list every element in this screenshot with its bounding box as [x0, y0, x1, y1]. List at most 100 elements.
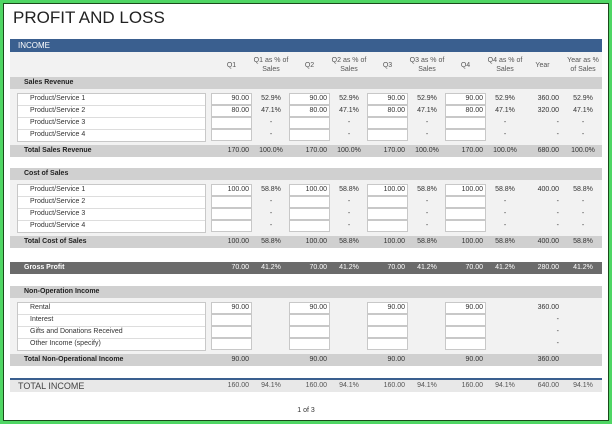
value-cell[interactable]: [367, 196, 408, 208]
value-cell[interactable]: 80.00: [231, 107, 249, 114]
value-cell[interactable]: [289, 314, 330, 326]
value-input[interactable]: [445, 208, 486, 220]
value-cell[interactable]: 100.00: [461, 186, 483, 193]
value-input[interactable]: [445, 117, 486, 129]
value-cell[interactable]: 90.00: [231, 304, 249, 311]
value-input[interactable]: [367, 208, 408, 220]
value-input[interactable]: [211, 314, 252, 326]
value-cell[interactable]: [289, 220, 330, 232]
value-cell[interactable]: 90.00: [309, 304, 327, 311]
value-cell[interactable]: [445, 129, 486, 141]
value-input[interactable]: [211, 105, 252, 117]
value-cell[interactable]: [445, 117, 486, 129]
value-input[interactable]: [289, 196, 330, 208]
value-cell[interactable]: [211, 196, 252, 208]
value-input[interactable]: [445, 184, 486, 196]
value-input[interactable]: [211, 208, 252, 220]
value-cell[interactable]: 80.00: [309, 107, 327, 114]
value-input[interactable]: [289, 302, 330, 314]
value-cell[interactable]: [289, 326, 330, 338]
value-cell[interactable]: 90.00: [387, 95, 405, 102]
value-cell[interactable]: 80.00: [387, 107, 405, 114]
value-input[interactable]: [445, 338, 486, 350]
value-cell[interactable]: [367, 314, 408, 326]
value-input[interactable]: [367, 105, 408, 117]
value-input[interactable]: [367, 326, 408, 338]
value-cell[interactable]: [367, 326, 408, 338]
value-cell[interactable]: 90.00: [387, 304, 405, 311]
value-cell[interactable]: [445, 314, 486, 326]
value-cell[interactable]: [289, 196, 330, 208]
value-cell[interactable]: 90.00: [231, 95, 249, 102]
value-input[interactable]: [445, 302, 486, 314]
value-cell[interactable]: [211, 117, 252, 129]
value-cell[interactable]: [211, 208, 252, 220]
value-cell[interactable]: 90.00: [465, 304, 483, 311]
value-cell[interactable]: [211, 129, 252, 141]
value-cell[interactable]: [367, 220, 408, 232]
value-cell[interactable]: [289, 117, 330, 129]
value-input[interactable]: [289, 105, 330, 117]
row-label: Product/Service 4: [30, 131, 86, 138]
value-input[interactable]: [211, 196, 252, 208]
value-input[interactable]: [289, 220, 330, 232]
value-input[interactable]: [445, 196, 486, 208]
value-cell[interactable]: 90.00: [465, 95, 483, 102]
value-input[interactable]: [367, 93, 408, 105]
value-input[interactable]: [367, 302, 408, 314]
value-cell[interactable]: [445, 208, 486, 220]
value-input[interactable]: [289, 93, 330, 105]
value-input[interactable]: [289, 129, 330, 141]
value-input[interactable]: [289, 117, 330, 129]
value-cell[interactable]: 100.00: [227, 186, 249, 193]
value-cell[interactable]: 90.00: [309, 95, 327, 102]
value-cell[interactable]: [289, 338, 330, 350]
value-input[interactable]: [211, 326, 252, 338]
value-input[interactable]: [289, 314, 330, 326]
value-input[interactable]: [367, 196, 408, 208]
value-cell[interactable]: 80.00: [465, 107, 483, 114]
value-cell[interactable]: 100.00: [305, 186, 327, 193]
value-cell[interactable]: [367, 129, 408, 141]
value-cell[interactable]: [211, 314, 252, 326]
value-input[interactable]: [445, 220, 486, 232]
value-cell[interactable]: [211, 326, 252, 338]
value-input[interactable]: [367, 129, 408, 141]
value-input[interactable]: [445, 314, 486, 326]
value-input[interactable]: [445, 105, 486, 117]
value-input[interactable]: [211, 220, 252, 232]
value-input[interactable]: [367, 184, 408, 196]
value-cell: [565, 314, 601, 326]
value-input[interactable]: [289, 208, 330, 220]
value-input[interactable]: [211, 129, 252, 141]
value-input[interactable]: [367, 117, 408, 129]
value-input[interactable]: [367, 338, 408, 350]
value-cell[interactable]: [445, 338, 486, 350]
value-cell[interactable]: [211, 338, 252, 350]
value-input[interactable]: [211, 302, 252, 314]
value-cell[interactable]: [289, 208, 330, 220]
value-cell[interactable]: 100.00: [383, 186, 405, 193]
value-input[interactable]: [367, 314, 408, 326]
value-input[interactable]: [211, 338, 252, 350]
value-cell[interactable]: [289, 129, 330, 141]
value-cell[interactable]: [367, 208, 408, 220]
value-input[interactable]: [211, 93, 252, 105]
value-input[interactable]: [211, 184, 252, 196]
value-cell[interactable]: [367, 117, 408, 129]
value-cell: [253, 302, 289, 314]
value-input[interactable]: [211, 117, 252, 129]
value-cell[interactable]: [367, 338, 408, 350]
value-input[interactable]: [367, 220, 408, 232]
value-input[interactable]: [289, 326, 330, 338]
value-cell[interactable]: [211, 220, 252, 232]
value-input[interactable]: [445, 93, 486, 105]
value-input[interactable]: [445, 326, 486, 338]
value-cell: [253, 338, 289, 350]
value-cell[interactable]: [445, 196, 486, 208]
value-input[interactable]: [289, 338, 330, 350]
value-cell[interactable]: [445, 220, 486, 232]
value-input[interactable]: [289, 184, 330, 196]
value-input[interactable]: [445, 129, 486, 141]
value-cell[interactable]: [445, 326, 486, 338]
